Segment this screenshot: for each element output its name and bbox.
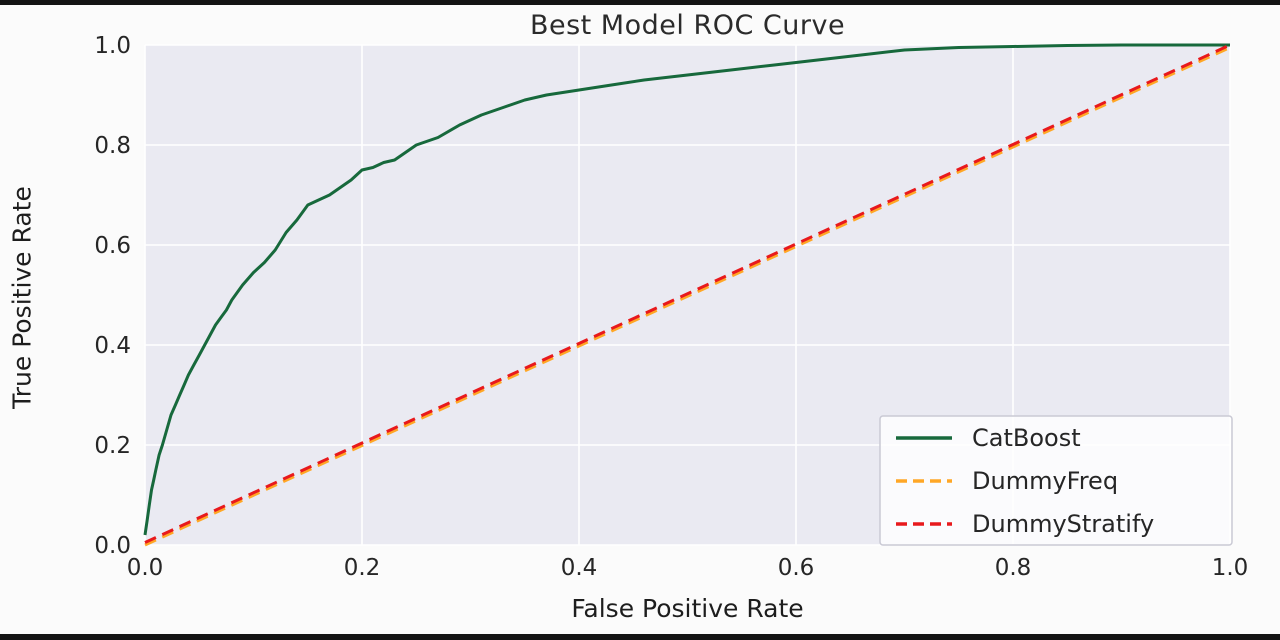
y-tick-label: 0.2: [94, 433, 131, 459]
legend-label-catboost: CatBoost: [972, 424, 1081, 452]
series-line-dummystratify: [144, 43, 1231, 544]
x-tick-label: 0.0: [127, 555, 164, 581]
legend-box: [879, 415, 1233, 546]
legend-label-dummyfreq: DummyFreq: [972, 467, 1118, 495]
x-tick-label: 0.4: [561, 555, 598, 581]
top-letterbox-bar: [0, 0, 1280, 5]
y-tick-label: 0.6: [94, 233, 131, 259]
x-tick-label: 1.0: [1212, 555, 1249, 581]
x-tick-label: 0.8: [995, 555, 1032, 581]
y-tick-label: 0.8: [94, 133, 131, 159]
y-axis-label: True Positive Rate: [7, 186, 37, 409]
x-axis-label: False Positive Rate: [571, 594, 804, 623]
y-tick-label: 1.0: [94, 33, 131, 59]
bottom-letterbox-bar: [0, 634, 1280, 640]
y-tick-label: 0.4: [94, 333, 131, 359]
legend-label-dummystratify: DummyStratify: [972, 510, 1154, 538]
chart-title: Best Model ROC Curve: [529, 10, 846, 41]
series-line-dummyfreq: [144, 46, 1231, 547]
x-tick-label: 0.6: [778, 555, 815, 581]
series-line-catboost: [143, 43, 1230, 536]
y-tick-label: 0.0: [94, 533, 131, 559]
x-tick-label: 0.2: [344, 555, 381, 581]
